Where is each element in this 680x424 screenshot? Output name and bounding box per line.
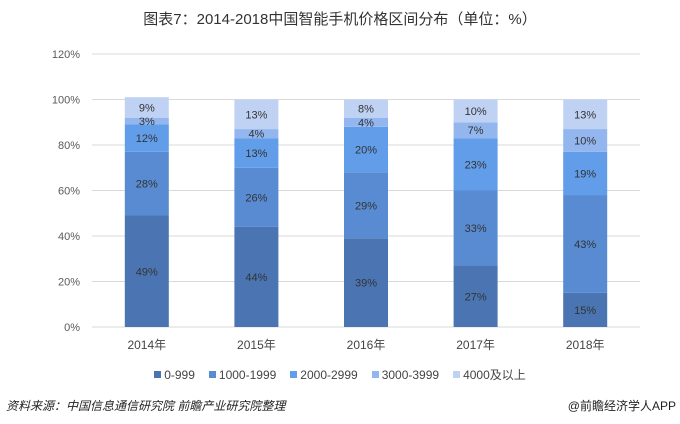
y-tick-label: 60%: [58, 186, 80, 198]
bar-segment: [234, 99, 279, 130]
bar-segment: [453, 99, 498, 123]
legend-item: 3000-3999: [371, 366, 440, 383]
y-tick-label: 0%: [64, 322, 80, 334]
legend-swatch: [290, 371, 298, 378]
y-tick-label: 80%: [58, 140, 80, 152]
data-label: 3%: [139, 116, 155, 128]
source-note: 资料来源：中国信息通信研究院 前瞻产业研究院整理: [6, 399, 286, 413]
x-tick-label: 2018年: [566, 338, 605, 352]
legend-label: 3000-3999: [381, 367, 440, 382]
data-label: 4%: [248, 129, 264, 141]
bar-segment: [344, 238, 388, 327]
bar-segment: [563, 99, 608, 130]
legend-item: 0-999: [154, 366, 195, 383]
x-tick-label: 2016年: [347, 338, 386, 352]
data-label: 28%: [136, 179, 158, 191]
y-tick-label: 120%: [52, 49, 80, 61]
data-label: 26%: [245, 192, 267, 204]
data-label: 7%: [468, 125, 484, 137]
bar-segment: [124, 151, 169, 216]
chart-title: 图表7：2014-2018中国智能手机价格区间分布（单位：%）: [143, 11, 537, 28]
legend-swatch: [154, 371, 162, 378]
bar-segment: [234, 129, 279, 139]
data-label: 23%: [465, 159, 487, 171]
data-label: 20%: [355, 145, 377, 157]
y-tick-label: 100%: [52, 95, 80, 107]
data-label: 43%: [574, 239, 596, 251]
y-tick-label: 40%: [58, 231, 80, 243]
legend-label: 0-999: [164, 367, 195, 382]
legend-label: 2000-2999: [300, 367, 358, 382]
bar-segment: [234, 226, 279, 327]
data-label: 10%: [465, 106, 487, 118]
data-label: 13%: [574, 109, 596, 121]
bar-segment: [124, 124, 169, 152]
bar-segment: [563, 292, 608, 327]
legend-item: 2000-2999: [290, 366, 358, 383]
legend-label: 4000及以上: [463, 368, 526, 382]
bar-segment: [234, 167, 279, 227]
bar-segment: [563, 151, 608, 196]
legend-swatch: [208, 371, 216, 378]
data-label: 12%: [136, 133, 158, 145]
legend: 0-999 1000-1999 2000-2999 3000-3999 4000及以上: [0, 366, 680, 383]
data-label: 19%: [574, 168, 596, 180]
data-label: 8%: [358, 104, 374, 116]
legend-swatch: [453, 371, 461, 378]
data-label: 15%: [574, 305, 596, 317]
data-label: 10%: [574, 135, 596, 147]
credit-note: @前瞻经济学人APP: [567, 399, 676, 413]
data-label: 4%: [358, 117, 374, 129]
bar-segment: [344, 117, 388, 127]
bar-segment: [453, 122, 498, 139]
legend-swatch: [371, 371, 379, 378]
legend-item: 1000-1999: [208, 366, 277, 383]
x-tick-label: 2017年: [456, 338, 495, 352]
y-tick-label: 20%: [58, 277, 80, 289]
data-label: 13%: [245, 148, 267, 160]
data-label: 39%: [355, 278, 377, 290]
bar-segment: [453, 190, 498, 266]
bar-segment: [563, 195, 608, 293]
data-label: 29%: [355, 200, 377, 212]
bar-segment: [344, 172, 388, 239]
x-tick-label: 2015年: [237, 338, 276, 352]
bar-segment: [124, 215, 169, 327]
bar-segment: [453, 265, 498, 327]
data-label: 49%: [136, 266, 158, 278]
bar-segment: [563, 129, 608, 152]
data-label: 33%: [465, 223, 487, 235]
legend-item: 4000及以上: [453, 366, 526, 383]
bar-segment: [124, 117, 169, 125]
bar-segment: [344, 99, 388, 118]
data-label: 9%: [139, 102, 155, 114]
bar-segment: [453, 138, 498, 191]
data-label: 27%: [465, 291, 487, 303]
bar-segment: [234, 138, 279, 168]
data-label: 13%: [245, 109, 267, 121]
bar-segment: [124, 97, 169, 118]
data-label: 44%: [245, 272, 267, 284]
legend-label: 1000-1999: [218, 367, 277, 382]
bar-segment: [344, 126, 388, 173]
x-tick-label: 2014年: [127, 338, 166, 352]
